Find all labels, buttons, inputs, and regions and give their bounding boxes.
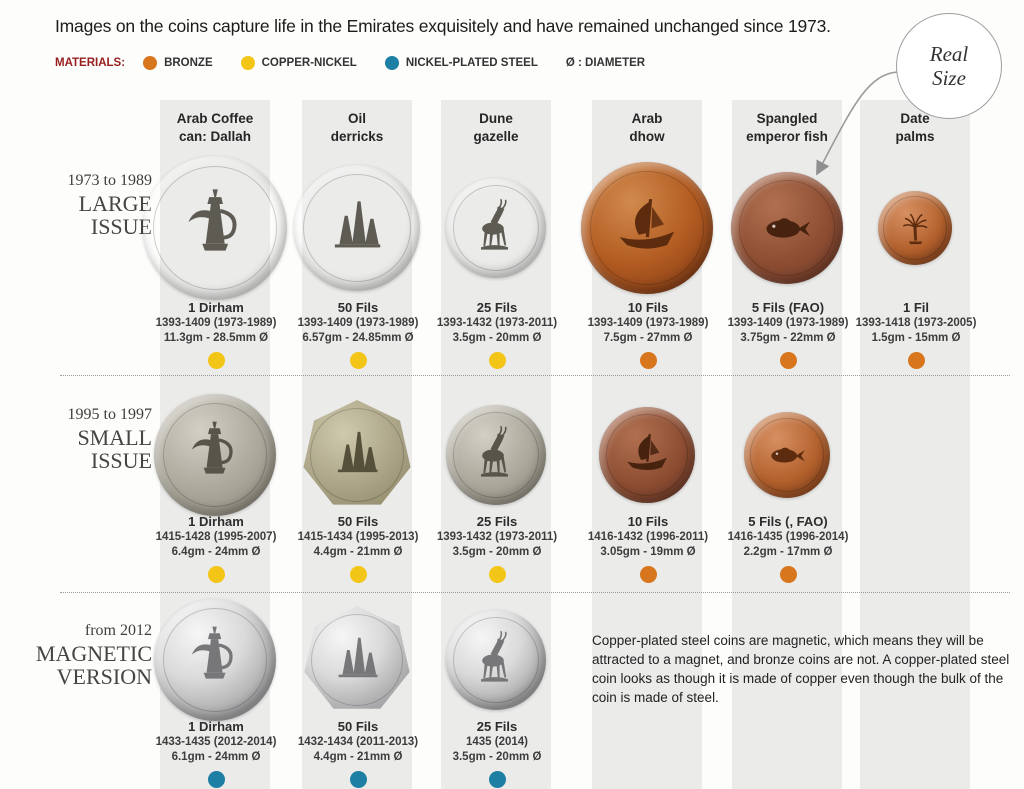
fish-icon xyxy=(753,194,820,261)
column-header-fish: Spangled emperor fish xyxy=(746,111,828,145)
coin-caption: 5 Fils (FAO) 1393-1409 (1973-1989) 3.75g… xyxy=(712,300,864,369)
dallah-icon xyxy=(178,418,251,491)
real-size-text: Real xyxy=(929,41,969,66)
coin-caption: 50 Fils 1393-1409 (1973-1989) 6.57gm - 2… xyxy=(282,300,434,369)
coin-1dirham-magnetic xyxy=(154,599,276,721)
legend-item-label: BRONZE xyxy=(164,57,213,69)
material-dot-icon xyxy=(639,566,657,583)
dhow-icon xyxy=(618,426,676,484)
coin-1dirham-small xyxy=(154,394,276,516)
gazelle-icon xyxy=(466,198,526,258)
material-dot-icon xyxy=(779,352,797,369)
oil-derricks-icon xyxy=(324,422,390,488)
dallah-icon xyxy=(172,185,258,271)
material-dot-icon xyxy=(207,352,225,369)
coin-5fils-large xyxy=(731,172,843,284)
coin-caption: 10 Fils 1416-1432 (1996-2011) 3.05gm - 1… xyxy=(572,514,724,583)
dhow-icon xyxy=(607,188,686,267)
coin-caption: 5 Fils (, FAO) 1416-1435 (1996-2014) 2.2… xyxy=(712,514,864,583)
material-dot-icon xyxy=(639,352,657,369)
row-label-small-issue: 1995 to 1997 SMALL ISSUE xyxy=(67,406,152,474)
oil-derricks-icon xyxy=(319,190,395,266)
material-dot-icon xyxy=(907,352,925,369)
palm-icon xyxy=(893,206,937,250)
legend-item-bronze: BRONZE xyxy=(143,56,213,70)
coin-caption: 1 Dirham 1393-1409 (1973-1989) 11.3gm - … xyxy=(140,300,292,369)
copper-nickel-dot-icon xyxy=(240,56,255,70)
nickel-steel-dot-icon xyxy=(384,56,399,70)
coin-50fils-large xyxy=(294,165,420,291)
column-header-derricks: Oil derricks xyxy=(330,111,384,145)
gazelle-icon xyxy=(466,425,526,485)
materials-legend: MATERIALS: BRONZE COPPER-NICKEL NICKEL-P… xyxy=(55,56,645,70)
coin-caption: 1 Dirham 1433-1435 (2012-2014) 6.1gm - 2… xyxy=(140,719,292,788)
column-header-dallah: Arab Coffee can: Dallah xyxy=(176,111,254,145)
material-dot-icon xyxy=(207,771,225,788)
coin-caption: 25 Fils 1393-1432 (1973-2011) 3.5gm - 20… xyxy=(421,300,573,369)
material-dot-icon xyxy=(488,566,506,583)
real-size-text: Size xyxy=(932,66,966,90)
column-header-gazelle: Dune gazelle xyxy=(473,111,519,145)
row-separator xyxy=(60,592,1010,593)
material-dot-icon xyxy=(349,771,367,788)
column-header-dhow: Arab dhow xyxy=(629,111,665,145)
material-dot-icon xyxy=(488,352,506,369)
coin-50fils-magnetic xyxy=(304,606,410,709)
coin-caption: 25 Fils 1435 (2014) 3.5gm - 20mm Ø xyxy=(421,719,573,788)
coin-caption: 1 Fil 1393-1418 (1973-2005) 1.5gm - 15mm… xyxy=(840,300,992,369)
coin-caption: 25 Fils 1393-1432 (1973-2011) 3.5gm - 20… xyxy=(421,514,573,583)
coin-caption: 50 Fils 1432-1434 (2011-2013) 4.4gm - 21… xyxy=(282,719,434,788)
coin-caption: 50 Fils 1415-1434 (1995-2013) 4.4gm - 21… xyxy=(282,514,434,583)
coin-5fils-small xyxy=(744,412,830,498)
fish-icon xyxy=(761,429,813,481)
page-title: Images on the coins capture life in the … xyxy=(55,16,831,36)
dallah-icon xyxy=(178,623,251,696)
column-header-palms: Date palms xyxy=(895,111,935,145)
material-dot-icon xyxy=(488,771,506,788)
legend-item-label: COPPER-NICKEL xyxy=(261,57,357,69)
legend-item-label: NICKEL-PLATED STEEL xyxy=(405,57,538,69)
material-dot-icon xyxy=(349,352,367,369)
row-separator xyxy=(60,375,1010,376)
coin-1dirham-large xyxy=(143,156,287,300)
diameter-note: Ø : DIAMETER xyxy=(565,57,646,69)
real-size-badge: Real Size xyxy=(896,13,1002,119)
gazelle-icon xyxy=(466,630,526,690)
coin-25fils-large xyxy=(446,178,546,278)
coin-caption: 10 Fils 1393-1409 (1973-1989) 7.5gm - 27… xyxy=(572,300,724,369)
coin-25fils-small xyxy=(446,405,546,505)
row-label-magnetic-version: from 2012 MAGNETIC VERSION xyxy=(35,622,152,690)
legend-item-nickel-steel: NICKEL-PLATED STEEL xyxy=(384,56,538,70)
oil-derricks-icon xyxy=(325,628,390,693)
coin-25fils-magnetic xyxy=(446,610,546,710)
coin-caption: 1 Dirham 1415-1428 (1995-2007) 6.4gm - 2… xyxy=(140,514,292,583)
material-dot-icon xyxy=(349,566,367,583)
row-label-large-issue: 1973 to 1989 LARGE ISSUE xyxy=(67,172,152,240)
coin-10fils-small xyxy=(599,407,695,503)
coin-50fils-small xyxy=(303,400,411,505)
legend-item-copper-nickel: COPPER-NICKEL xyxy=(240,56,357,70)
material-dot-icon xyxy=(779,566,797,583)
coin-1fil-large xyxy=(878,191,952,265)
coin-10fils-large xyxy=(581,162,713,294)
material-dot-icon xyxy=(207,566,225,583)
legend-label: MATERIALS: xyxy=(55,57,126,69)
bronze-dot-icon xyxy=(143,56,158,70)
magnetic-note: Copper-plated steel coins are magnetic, … xyxy=(592,633,1010,705)
